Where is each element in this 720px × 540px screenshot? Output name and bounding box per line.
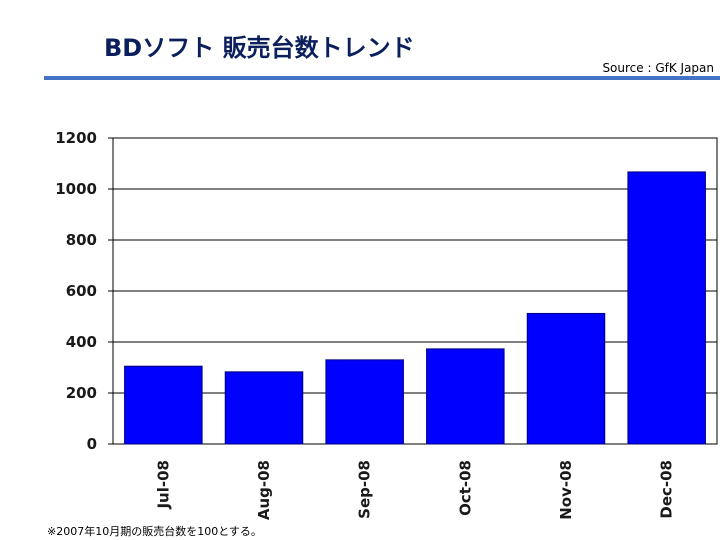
bar-Aug-08 — [224, 371, 304, 445]
footnote: ※2007年10月期の販売台数を100とする。 — [47, 525, 262, 538]
x-tick-label: Jul-08 — [154, 460, 172, 510]
y-axis-ticks: 0 200 400 600 800 1000 1200 — [55, 129, 113, 453]
bar-Nov-08 — [526, 312, 606, 445]
y-tick-label: 400 — [66, 333, 97, 351]
x-tick-label: Sep-08 — [356, 460, 374, 519]
y-tick-label: 1000 — [55, 180, 97, 198]
y-tick-label: 800 — [66, 231, 97, 249]
x-tick-label: Dec-08 — [658, 460, 676, 519]
y-tick-label: 600 — [66, 282, 97, 300]
title-divider — [44, 76, 720, 80]
x-axis-ticks: Jul-08 Aug-08 Sep-08 Oct-08 Nov-08 Dec-08 — [154, 460, 675, 520]
bar-Oct-08 — [426, 348, 505, 445]
bar-Dec-08 — [627, 171, 706, 445]
bar-Jul-08 — [124, 365, 203, 445]
gridlines — [113, 188, 717, 394]
bars — [124, 171, 706, 445]
y-tick-label: 200 — [66, 384, 97, 402]
page-title: BDソフト 販売台数トレンド — [104, 34, 415, 62]
y-tick-label: 1200 — [55, 129, 97, 147]
x-tick-label: Oct-08 — [456, 460, 474, 516]
bar-Sep-08 — [325, 359, 404, 445]
x-tick-label: Aug-08 — [255, 460, 273, 520]
y-tick-label: 0 — [87, 435, 97, 453]
source-label: Source : GfK Japan — [602, 61, 714, 75]
x-tick-label: Nov-08 — [557, 460, 575, 520]
